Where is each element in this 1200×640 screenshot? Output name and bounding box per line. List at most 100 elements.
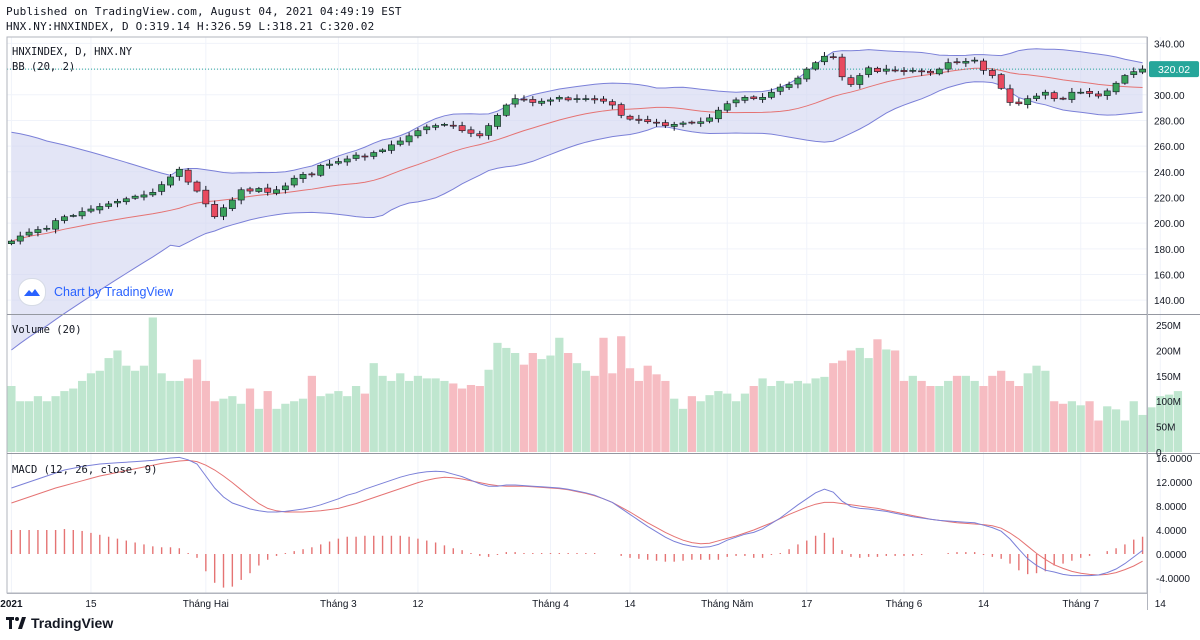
candle-body — [759, 97, 766, 100]
macd-tick-label: 16.0000 — [1156, 454, 1193, 465]
volume-bar — [184, 378, 193, 452]
candle-body — [962, 61, 970, 64]
volume-bar — [148, 317, 157, 452]
candle-body — [697, 121, 705, 124]
candle-body — [635, 118, 643, 121]
volume-bar — [413, 375, 423, 452]
time-tick-label: Tháng 7 — [1062, 599, 1099, 610]
volume-bar — [1014, 386, 1023, 452]
volume-bar — [325, 393, 334, 452]
volume-bar — [1067, 401, 1077, 452]
volume-bar — [979, 386, 988, 452]
volume-tick-label: 0 — [1156, 448, 1162, 459]
candle-body — [273, 189, 280, 194]
candle-body — [140, 194, 148, 198]
price-tick-label: 140.00 — [1154, 296, 1185, 307]
time-tick-label: Tháng 3 — [320, 599, 357, 610]
candle-body — [352, 154, 360, 159]
candle-body — [335, 161, 342, 164]
volume-bar — [696, 401, 705, 452]
macd-tick-label: -4.0000 — [1156, 574, 1190, 585]
candle-body — [1095, 93, 1102, 97]
volume-bar — [873, 339, 882, 452]
candle-body — [653, 121, 660, 124]
candle-body — [803, 68, 811, 80]
candle-body — [502, 104, 510, 116]
candle-body — [1006, 88, 1014, 103]
volume-bar — [484, 369, 493, 452]
volume-bar — [820, 376, 829, 452]
candle-body — [617, 104, 625, 116]
candle-body — [1041, 91, 1049, 96]
volume-bar — [952, 375, 962, 452]
volume-bar — [1005, 380, 1015, 452]
candle-body — [96, 206, 104, 211]
volume-bar — [829, 363, 838, 452]
volume-bar — [1138, 414, 1147, 452]
volume-bar — [404, 380, 414, 452]
candle-body — [317, 165, 325, 176]
volume-bar — [705, 395, 714, 452]
candle-body — [847, 77, 855, 85]
candle-body — [193, 181, 201, 192]
volume-bar — [590, 375, 599, 452]
volume-bar — [864, 358, 873, 452]
candle-body — [856, 75, 864, 85]
volume-bar — [16, 401, 25, 452]
candle-body — [1050, 92, 1058, 99]
volume-bar — [1076, 405, 1085, 452]
candle-body — [679, 122, 687, 125]
candle-body — [1033, 95, 1040, 99]
volume-bar — [457, 388, 467, 452]
candle-body — [944, 62, 952, 70]
volume-bar — [95, 370, 104, 452]
candle-body — [343, 158, 351, 163]
volume-bar — [1164, 394, 1174, 452]
candle-body — [220, 207, 227, 217]
brand-footer[interactable]: TradingView — [6, 615, 113, 631]
volume-bar — [935, 386, 944, 452]
volume-bar — [1111, 409, 1121, 452]
tradingview-cloud-icon — [18, 278, 46, 306]
volume-bar — [846, 350, 856, 452]
volume-bar — [1094, 420, 1103, 452]
time-tick-label: 17 — [801, 599, 813, 610]
time-tick-label: Tháng Hai — [183, 599, 229, 610]
volume-bar — [988, 375, 997, 452]
volume-bar — [219, 398, 228, 452]
volume-bar — [77, 380, 87, 452]
volume-bar — [316, 396, 325, 452]
volume-bar — [139, 365, 149, 452]
volume-bar — [997, 370, 1006, 452]
price-tick-label: 220.00 — [1154, 193, 1185, 204]
volume-bar — [784, 383, 794, 452]
macd-tick-label: 4.0000 — [1156, 526, 1187, 537]
volume-bar — [1156, 396, 1165, 452]
candle-body — [441, 123, 448, 126]
volume-bar — [69, 388, 78, 452]
candle-body — [564, 97, 572, 101]
candle-body — [105, 203, 113, 207]
candle-body — [715, 109, 722, 120]
volume-bar — [51, 396, 60, 452]
candle-body — [379, 149, 386, 152]
candle-body — [69, 215, 77, 217]
volume-bar — [210, 401, 219, 452]
volume-bar — [776, 380, 785, 452]
candle-body — [1121, 75, 1129, 84]
candle-body — [909, 70, 917, 72]
volume-bar — [396, 373, 405, 452]
volume-bar — [661, 380, 670, 452]
candle-body — [821, 55, 828, 63]
volume-bar — [201, 380, 210, 452]
volume-bar — [634, 380, 643, 452]
volume-bar — [281, 403, 290, 452]
volume-bar — [431, 378, 440, 452]
volume-bar — [298, 398, 308, 452]
candle-body — [211, 204, 219, 218]
candle-body — [591, 98, 599, 101]
volume-bar — [652, 374, 661, 452]
candle-body — [785, 84, 793, 88]
watermark[interactable]: Chart by TradingView — [18, 278, 173, 306]
